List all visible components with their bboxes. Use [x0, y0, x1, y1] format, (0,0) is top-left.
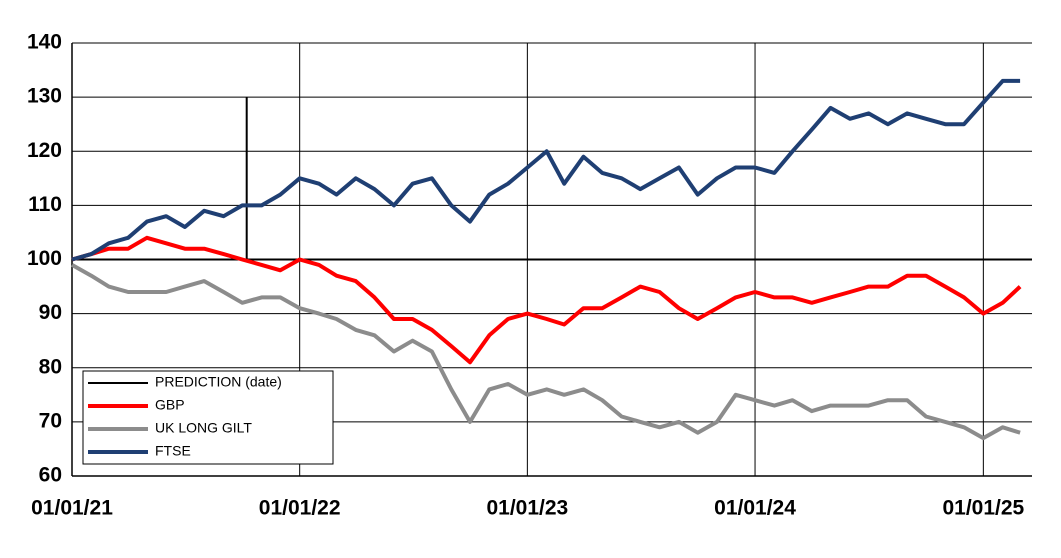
- x-tick-label: 01/01/24: [714, 497, 796, 520]
- x-tick-label: 01/01/25: [942, 497, 1024, 520]
- legend-label: GBP: [155, 397, 185, 413]
- y-tick-label: 80: [39, 355, 62, 378]
- y-tick-label: 70: [39, 409, 62, 432]
- y-tick-label: 130: [27, 85, 62, 108]
- series-line: [71, 263, 1021, 441]
- series-line: [71, 78, 1021, 262]
- legend-label: PREDICTION (date): [155, 374, 282, 390]
- legend-label: UK LONG GILT: [155, 420, 252, 436]
- legend: [82, 370, 334, 465]
- y-tick-label: 90: [39, 301, 62, 324]
- x-tick-label: 01/01/21: [31, 497, 113, 520]
- y-tick-label: 60: [39, 464, 62, 487]
- legend-label: FTSE: [155, 443, 191, 459]
- y-tick-label: 100: [27, 247, 62, 270]
- x-tick-label: 01/01/22: [259, 497, 341, 520]
- x-tick-label: 01/01/23: [486, 497, 568, 520]
- series-line: [71, 235, 1022, 365]
- y-tick-label: 140: [27, 31, 62, 54]
- y-tick-label: 120: [27, 139, 62, 162]
- y-tick-label: 110: [28, 193, 62, 216]
